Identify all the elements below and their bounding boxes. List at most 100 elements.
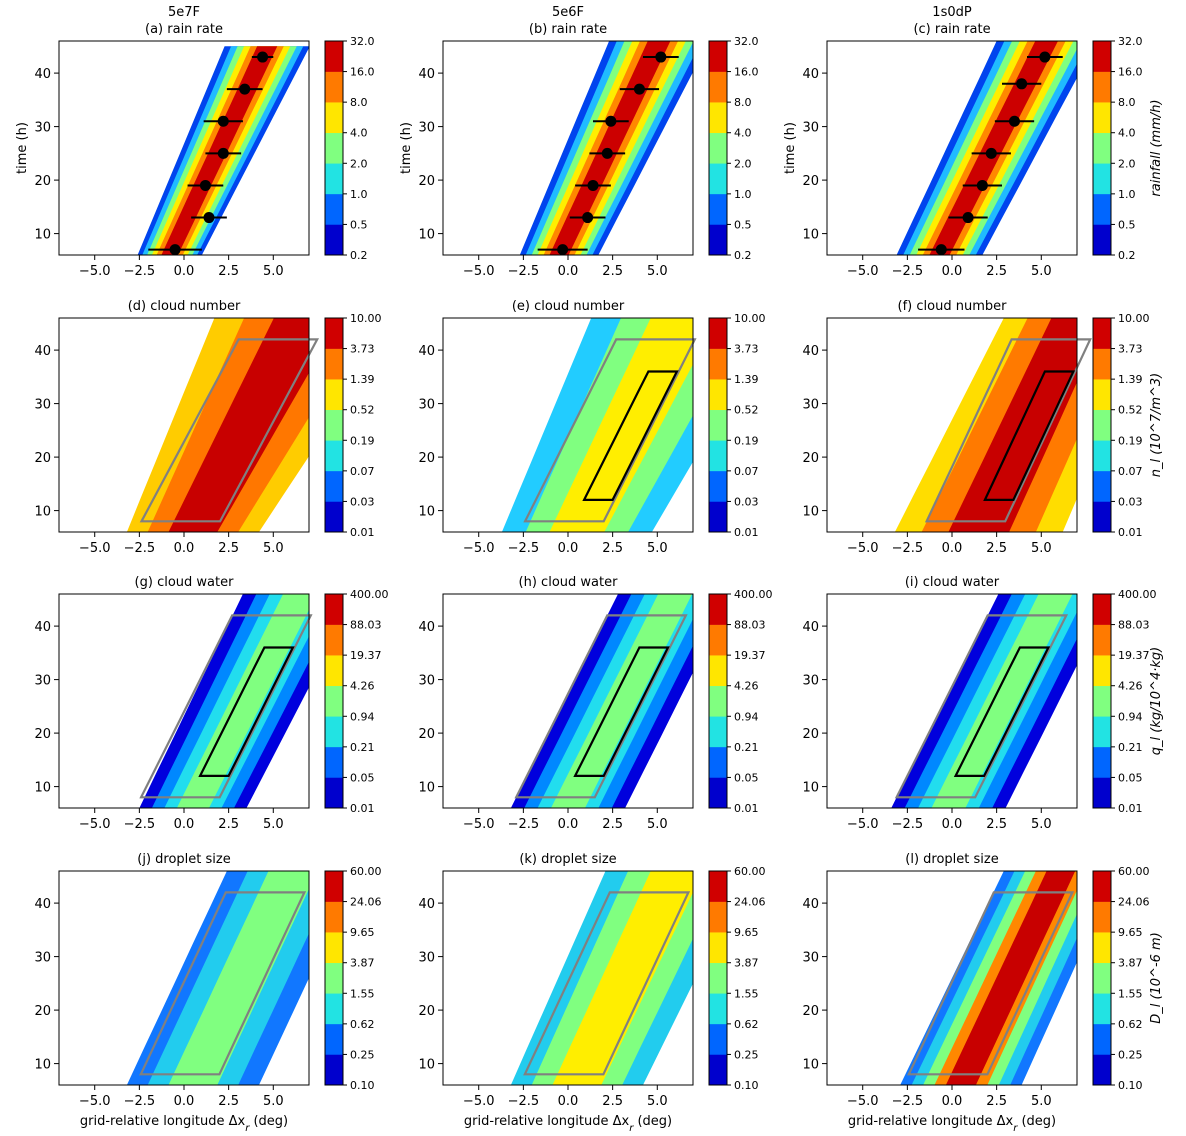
contour-gray	[523, 891, 691, 1076]
x-tick-label: 5.0	[1031, 541, 1052, 556]
colorbar-tick-label: 0.94	[1118, 710, 1143, 723]
y-axis-label: time (h)	[15, 122, 30, 174]
y-tick-label: 40	[802, 620, 819, 635]
colorbar-tick-label: 0.01	[1118, 802, 1143, 815]
colorbar-tick-label: 0.52	[1118, 404, 1143, 417]
colorbar-swatch	[709, 655, 727, 687]
colorbar-tick-label: 0.25	[1118, 1048, 1143, 1061]
colorbar-tick-label: 0.07	[1118, 465, 1143, 478]
colorbar-swatch	[1093, 1054, 1111, 1086]
colorbar-tick-label: 24.06	[350, 896, 382, 909]
colorbar-tick-label: 0.03	[350, 495, 375, 508]
colorbar-tick-label: 4.0	[1118, 127, 1136, 140]
colorbar-swatch	[325, 409, 343, 441]
colorbar-swatch	[325, 41, 343, 72]
data-band	[929, 41, 1058, 255]
colorbar-tick-label: 0.05	[350, 771, 375, 784]
x-tick-label: 0.0	[942, 264, 963, 279]
colorbar-swatch	[1093, 193, 1111, 225]
colorbar-swatch	[325, 716, 343, 748]
panel-title: (k) droplet size	[519, 852, 616, 867]
x-tick-label: −5.0	[79, 541, 111, 556]
colorbar: 0.10 0.25 0.62 1.55 3.87 9.65 24.06 60.00	[708, 865, 766, 1092]
colorbar-tick-label: 0.01	[734, 526, 759, 539]
x-axis-label: grid-relative longitude Δxr (deg)	[848, 1114, 1056, 1134]
y-tick-label: 20	[802, 1004, 819, 1019]
y-tick-label: 40	[34, 344, 51, 359]
colorbar-tick-label: 1.0	[350, 188, 368, 201]
y-tick-label: 40	[34, 620, 51, 635]
colorbar-tick-label: 4.0	[734, 127, 752, 140]
colorbar-swatch	[1093, 655, 1111, 687]
colorbar-tick-label: 0.2	[1118, 249, 1136, 262]
contour-black	[198, 646, 295, 778]
colorbar-tick-label: 24.06	[1118, 896, 1150, 909]
panel-title: (h) cloud water	[519, 575, 619, 590]
colorbar-tick-label: 0.25	[734, 1048, 759, 1061]
colorbar-swatch	[709, 440, 727, 472]
track-marker	[217, 115, 229, 127]
y-tick-label: 10	[802, 1058, 819, 1073]
colorbar-swatch	[709, 224, 727, 256]
colorbar-tick-label: 32.0	[734, 35, 759, 48]
colorbar-tick-label: 1.39	[734, 373, 759, 386]
heatmap-3-0	[126, 871, 309, 1085]
contour-gray	[139, 891, 307, 1076]
colorbar-swatch	[325, 594, 343, 625]
colorbar-tick-label: 88.03	[734, 619, 766, 632]
y-tick-label: 30	[418, 121, 435, 136]
colorbar-tick-label: 0.62	[1118, 1018, 1143, 1031]
y-tick-label: 10	[802, 781, 819, 796]
track-marker	[203, 212, 215, 224]
x-tick-label: 5.0	[263, 817, 284, 832]
colorbar-tick-label: 0.05	[734, 771, 759, 784]
colorbar: 0.01 0.03 0.07 0.19 0.52 1.39 3.73 10.00	[1092, 312, 1150, 539]
x-tick-label: 5.0	[647, 817, 668, 832]
colorbar-tick-label: 8.0	[734, 96, 752, 109]
y-tick-label: 30	[802, 121, 819, 136]
colorbar: 0.10 0.25 0.62 1.55 3.87 9.65 24.06 60.00	[324, 865, 382, 1092]
track-marker	[169, 244, 181, 256]
colorbar-tick-label: 10.00	[350, 312, 382, 325]
y-tick-label: 10	[802, 228, 819, 243]
x-tick-label: 0.0	[558, 817, 579, 832]
colorbar-tick-label: 0.62	[734, 1018, 759, 1031]
x-tick-label: −2.5	[892, 264, 924, 279]
colorbar-tick-label: 32.0	[350, 35, 375, 48]
x-tick-label: 0.0	[558, 1094, 579, 1109]
colorbar-tick-label: 8.0	[350, 96, 368, 109]
contour-black	[573, 646, 670, 778]
colorbar-tick-label: 4.26	[350, 680, 375, 693]
colorbar: 0.01 0.05 0.21 0.94 4.26 19.37 88.03 400.00	[1092, 588, 1157, 815]
colorbar-swatch	[1093, 1023, 1111, 1055]
colorbar-swatch	[325, 901, 343, 933]
colorbar-tick-label: 3.73	[1118, 343, 1143, 356]
x-tick-label: 0.0	[942, 541, 963, 556]
colorbar-swatch	[325, 962, 343, 994]
colorbar-swatch	[709, 41, 727, 72]
x-tick-label: −2.5	[508, 264, 540, 279]
colorbar-swatch	[709, 624, 727, 656]
track-marker	[217, 147, 229, 159]
track-marker	[582, 212, 594, 224]
track-marker	[1009, 115, 1020, 127]
colorbar-tick-label: 0.03	[1118, 495, 1143, 508]
colorbar-swatch	[709, 132, 727, 164]
track-marker	[257, 51, 269, 63]
colorbar-tick-label: 10.00	[734, 312, 766, 325]
colorbar-tick-label: 1.39	[350, 373, 375, 386]
colorbar-swatch	[709, 932, 727, 964]
heatmap-3-2	[900, 871, 1077, 1085]
y-tick-label: 20	[802, 727, 819, 742]
colorbar-tick-label: 19.37	[734, 649, 766, 662]
colorbar-frame	[324, 593, 344, 809]
colorbar-label: q_l (kg/10^4·kg)	[1149, 647, 1164, 755]
colorbar: 0.01 0.03 0.07 0.19 0.52 1.39 3.73 10.00	[708, 312, 766, 539]
y-tick-label: 30	[418, 674, 435, 689]
contour-gray	[894, 614, 1069, 799]
colorbar-swatch	[325, 871, 343, 902]
colorbar-tick-label: 88.03	[1118, 619, 1150, 632]
contour-black	[582, 370, 679, 501]
colorbar-tick-label: 0.01	[350, 802, 375, 815]
colorbar-swatch	[325, 348, 343, 380]
